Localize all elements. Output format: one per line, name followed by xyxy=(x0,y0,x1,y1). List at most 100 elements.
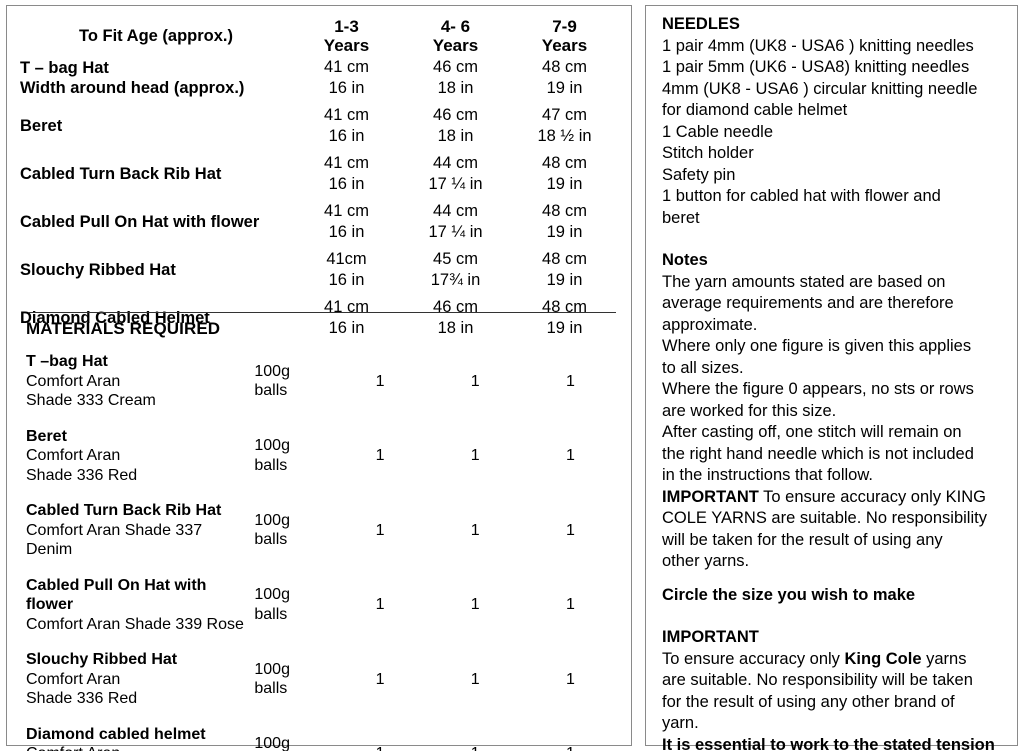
size-row-label-5: Diamond Cabled Helmet xyxy=(20,308,210,327)
section-divider xyxy=(28,312,616,313)
materials-qty-3-1: 1 xyxy=(470,596,480,613)
size-cm-2-1: 44 cm xyxy=(433,154,478,172)
needles-line-6: Safety pin xyxy=(662,165,736,184)
size-cm-4-1: 45 cm xyxy=(433,250,478,268)
important-line-1-pre: To ensure accuracy only xyxy=(662,649,845,668)
notes-important-line-1: COLE YARNS are suitable. No responsibili… xyxy=(662,509,987,527)
ball-unit-3: balls xyxy=(254,605,288,623)
size-in-4-1: 17¾ in xyxy=(430,270,481,289)
needles-line-1: 1 pair 5mm (UK6 - USA8) knitting needles xyxy=(662,58,970,76)
materials-qty-0-1: 1 xyxy=(470,372,480,390)
size-in-2-0: 16 in xyxy=(328,174,365,193)
materials-item-name-3: Cabled Pull On Hat with flower xyxy=(26,576,207,614)
size-cell-2-2: 48 cm 19 in xyxy=(510,146,619,194)
materials-qty-4-2: 1 xyxy=(565,670,575,688)
important-line-3: for the result of using any other brand … xyxy=(662,692,955,711)
size-in-4-0: 16 in xyxy=(328,270,365,289)
important-line-4: yarn. xyxy=(662,714,699,732)
materials-qty-1-2: 1 xyxy=(565,447,575,464)
size-in-0-1: 18 in xyxy=(437,78,474,97)
notes-line-6: are worked for this size. xyxy=(662,401,837,420)
size-in-1-2: 18 ½ in xyxy=(537,126,592,145)
important-line-1: To ensure accuracy only King Cole yarns xyxy=(662,649,1004,671)
notes-line-7: After casting off, one stitch will remai… xyxy=(662,423,962,441)
materials-item-name-1: Beret xyxy=(26,427,67,445)
size-cm-2-2: 48 cm xyxy=(542,154,587,172)
size-column-header-3: 7-9 Years xyxy=(510,17,619,55)
materials-title: MATERIALS REQUIRED xyxy=(26,319,221,338)
right-panel: NEEDLES 1 pair 4mm (UK8 - USA6 ) knittin… xyxy=(645,5,1018,751)
materials-row: T –bag Hat Comfort Aran Shade 333 Cream … xyxy=(26,352,618,427)
needles-heading: NEEDLES xyxy=(662,15,740,33)
size-column-unit-2: Years xyxy=(432,36,479,55)
materials-ball-unit-1: 100g balls xyxy=(254,427,332,502)
materials-item-yarn1-1: Comfort Aran xyxy=(26,447,121,464)
size-cm-4-2: 48 cm xyxy=(542,250,587,268)
notes-line-1: average requirements and are therefore xyxy=(662,294,954,312)
size-in-0-2: 19 in xyxy=(546,78,583,97)
spacer xyxy=(662,229,1004,250)
needles-line-8: beret xyxy=(662,208,700,227)
size-cell-2-0: 41 cm 16 in xyxy=(292,146,401,194)
materials-item-4: Slouchy Ribbed Hat Comfort Aran Shade 33… xyxy=(26,650,254,725)
size-cm-1-1: 46 cm xyxy=(433,106,478,124)
size-table-row-header-label: To Fit Age (approx.) xyxy=(79,27,233,45)
notes-important-label: IMPORTANT xyxy=(662,487,759,506)
size-column-header-2: 4- 6 Years xyxy=(401,17,510,55)
size-cell-3-2: 48 cm 19 in xyxy=(510,194,619,242)
materials-ball-unit-3: 100g balls xyxy=(254,576,332,651)
size-column-unit-1: Years xyxy=(323,36,370,55)
needles-line-2: 4mm (UK8 - USA6 ) circular knitting need… xyxy=(662,79,978,98)
size-cm-3-1: 44 cm xyxy=(433,202,478,220)
important-heading: IMPORTANT xyxy=(662,628,759,646)
notes-section: Notes The yarn amounts stated are based … xyxy=(662,250,1004,573)
needles-line-0: 1 pair 4mm (UK8 - USA6 ) knitting needle… xyxy=(662,36,974,55)
materials-ball-unit-5: 100g balls xyxy=(254,725,332,751)
size-row-label-4: Slouchy Ribbed Hat xyxy=(20,260,176,279)
size-row-subtitle-0: Width around head (approx.) xyxy=(20,78,245,97)
size-table-row: Diamond Cabled Helmet 41 cm 16 in 46 cm … xyxy=(20,290,619,338)
size-table-row: T – bag Hat Width around head (approx.) … xyxy=(20,55,619,98)
materials-item-yarn1-2: Comfort Aran Shade 337 xyxy=(26,521,203,539)
materials-qty-2-1: 1 xyxy=(470,521,480,539)
size-cm-4-0: 41cm xyxy=(326,250,367,268)
right-panel-border xyxy=(645,5,1018,746)
notes-important-line-3: other yarns. xyxy=(662,552,750,570)
size-table-header-row: To Fit Age (approx.) 1-3 Years 4- 6 Year… xyxy=(20,17,619,55)
materials-item-yarn2-0: Shade 333 Cream xyxy=(26,392,156,409)
size-column-header-1: 1-3 Years xyxy=(292,17,401,55)
materials-item-yarn1-5: Comfort Aran xyxy=(26,744,254,751)
needles-line-5: Stitch holder xyxy=(662,144,754,162)
notes-line-5: Where the figure 0 appears, no sts or ro… xyxy=(662,380,974,398)
size-column-age-3: 7-9 xyxy=(552,17,577,36)
materials-qty-0-0: 1 xyxy=(375,372,385,390)
materials-item-yarn1-3: Comfort Aran Shade 339 Rose xyxy=(26,615,244,633)
ball-weight-4: 100g xyxy=(254,660,290,678)
important-section: IMPORTANT To ensure accuracy only King C… xyxy=(662,627,1004,751)
size-cm-0-1: 46 cm xyxy=(433,58,478,76)
size-cell-3-0: 41 cm 16 in xyxy=(292,194,401,242)
notes-line-0: The yarn amounts stated are based on xyxy=(662,272,946,291)
size-cell-3-1: 44 cm 17 ¼ in xyxy=(401,194,510,242)
size-cm-3-2: 48 cm xyxy=(542,202,587,220)
size-cell-0-0: 41 cm 16 in xyxy=(292,55,401,98)
size-cm-1-2: 47 cm xyxy=(542,106,587,124)
size-in-3-1: 17 ¼ in xyxy=(428,222,483,241)
size-row-label-3: Cabled Pull On Hat with flower xyxy=(20,212,260,231)
materials-qty-3-2: 1 xyxy=(565,596,575,613)
ball-weight-2: 100g xyxy=(254,511,290,529)
size-in-4-2: 19 in xyxy=(546,270,583,289)
materials-item-5: Diamond cabled helmet Comfort Aran Shade… xyxy=(26,725,254,751)
ball-unit-4: balls xyxy=(254,680,288,698)
materials-item-yarn2-4: Shade 336 Red xyxy=(26,690,138,707)
size-in-3-0: 16 in xyxy=(328,222,365,241)
left-panel-border xyxy=(6,5,632,746)
tension-line-1: It is essential to work to the stated te… xyxy=(662,735,995,751)
size-in-1-0: 16 in xyxy=(328,126,365,145)
materials-item-name-5: Diamond cabled helmet xyxy=(26,725,206,743)
materials-item-yarn1-0: Comfort Aran xyxy=(26,372,121,390)
materials-item-3: Cabled Pull On Hat with flower Comfort A… xyxy=(26,576,254,651)
materials-qty-1-0: 1 xyxy=(375,447,385,464)
size-cell-5-1: 46 cm 18 in xyxy=(401,290,510,338)
